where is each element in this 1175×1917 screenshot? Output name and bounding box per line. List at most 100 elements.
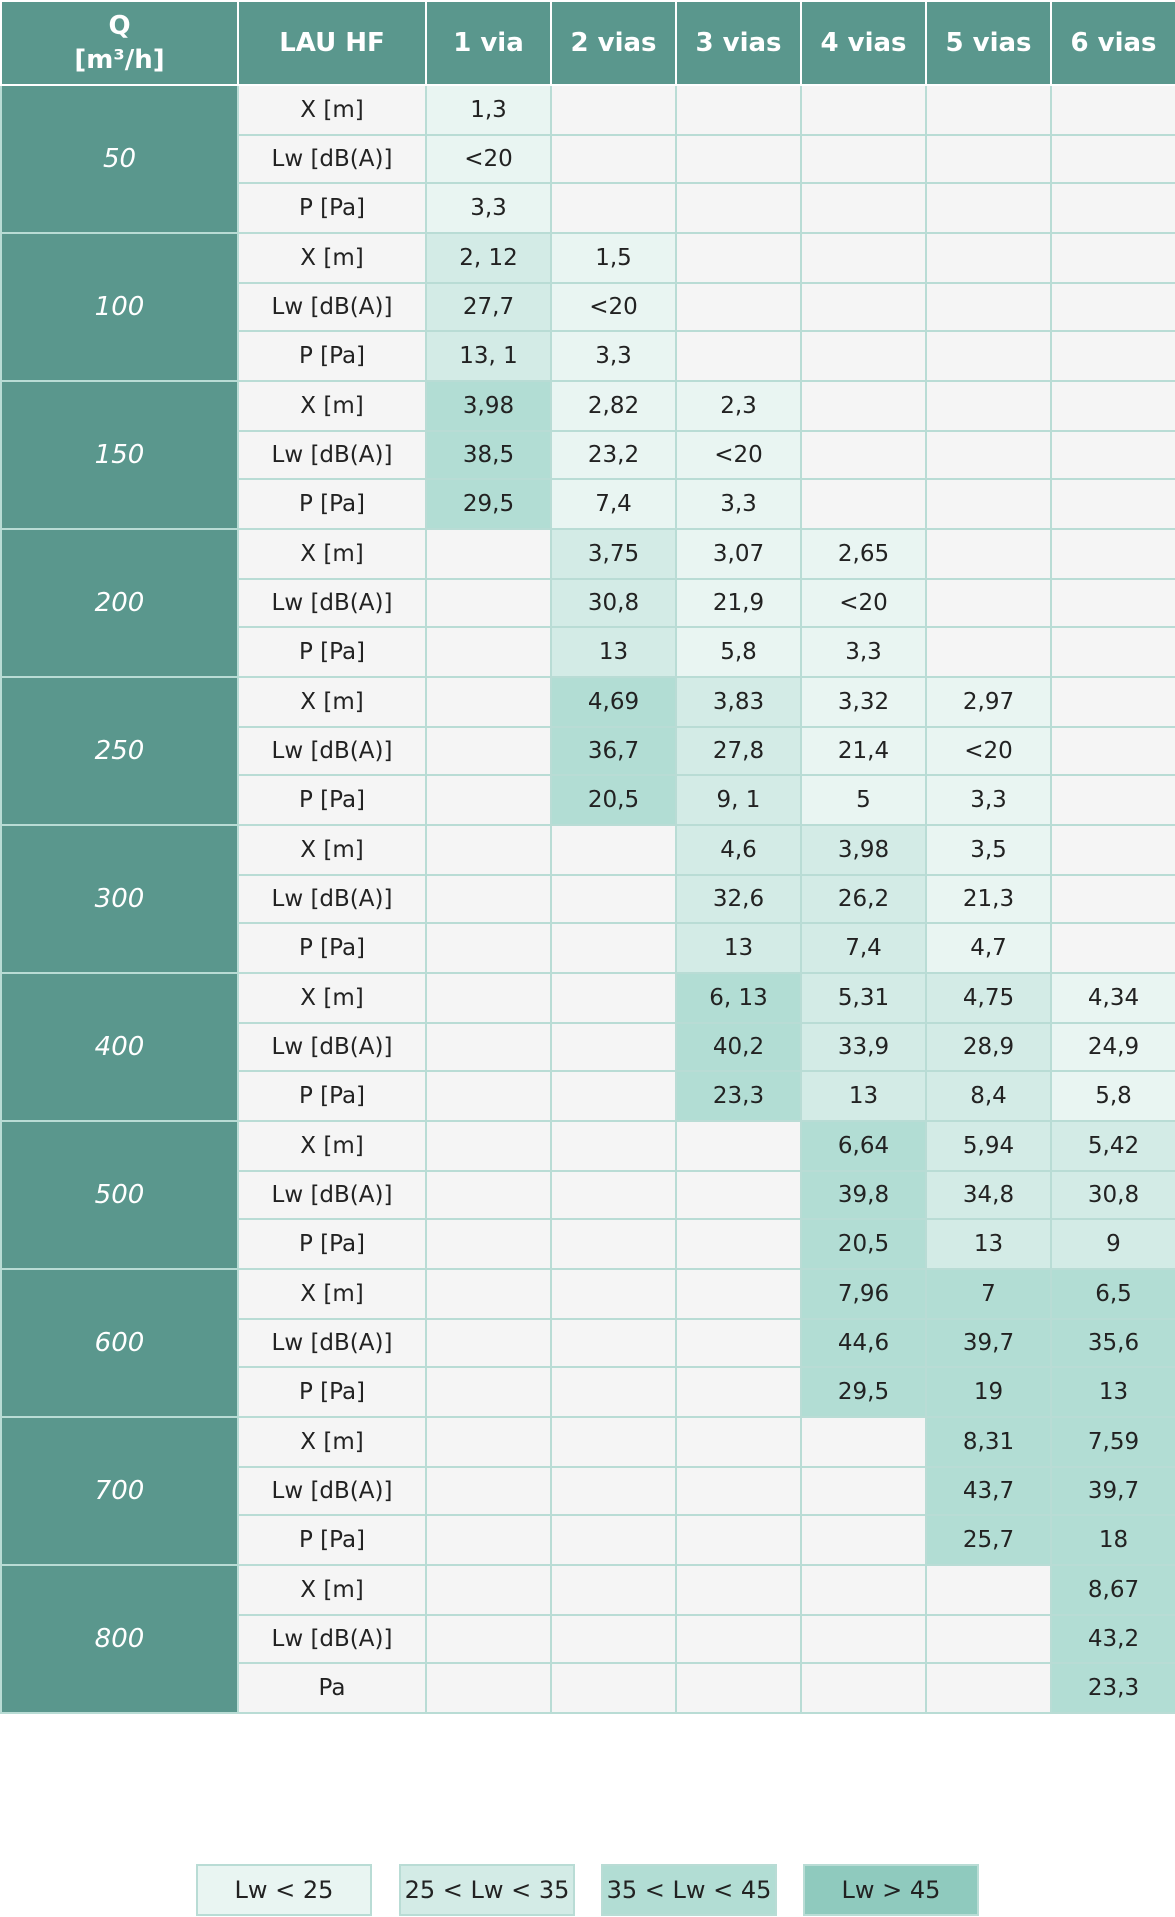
value-cell [550, 1070, 677, 1122]
parameter-label: P [Pa] [237, 1218, 427, 1270]
value-cell [675, 330, 802, 382]
value-cell [675, 1614, 802, 1664]
table-row: Lw [dB(A)] 40,2 33,9 28,9 24,9 [1, 1022, 1175, 1072]
table-row: Lw [dB(A)] 43,7 39,7 [1, 1466, 1175, 1516]
parameter-label: P [Pa] [237, 922, 427, 974]
value-cell [925, 330, 1052, 382]
value-cell [675, 182, 802, 234]
value-cell: 3,32 [800, 676, 927, 728]
value-cell [425, 1120, 552, 1172]
value-cell [925, 182, 1052, 234]
value-cell: 29,5 [425, 478, 552, 530]
value-cell [425, 578, 552, 628]
value-cell: 21,4 [800, 726, 927, 776]
value-cell [1050, 380, 1175, 432]
value-cell: 4,6 [675, 824, 802, 876]
value-cell [550, 824, 677, 876]
table-row: 600 X [m] 7,96 7 6,5 [0, 1268, 1175, 1418]
parameter-label: P [Pa] [237, 478, 427, 530]
value-cell: 40,2 [675, 1022, 802, 1072]
value-cell: 4,75 [925, 972, 1052, 1024]
parameter-label: X [m] [237, 1120, 427, 1172]
value-cell [675, 1514, 802, 1566]
table-row: Pa 23,3 [1, 1662, 1175, 1714]
value-cell: 5 [800, 774, 927, 826]
value-cell [1050, 528, 1175, 580]
table-row: P [Pa] 20,5 13 9 [1, 1218, 1175, 1270]
value-cell [550, 182, 677, 234]
value-cell: 4,69 [550, 676, 677, 728]
value-cell: 3,3 [800, 626, 927, 678]
value-cell: 36,7 [550, 726, 677, 776]
value-cell [425, 676, 552, 728]
value-cell: 3,3 [925, 774, 1052, 826]
value-cell: 4,7 [925, 922, 1052, 974]
value-cell [1050, 824, 1175, 876]
value-cell [800, 1564, 927, 1616]
value-cell: 23,2 [550, 430, 677, 480]
value-cell: <20 [925, 726, 1052, 776]
value-cell [550, 1614, 677, 1664]
value-cell [925, 134, 1052, 184]
airflow-value: 250 [0, 676, 239, 826]
value-cell: 39,7 [925, 1318, 1052, 1368]
performance-sheet: Q [m³/h] LAU HF 1 via 2 vias 3 vias 4 vi… [0, 0, 1175, 1714]
value-cell [550, 134, 677, 184]
value-cell: 44,6 [800, 1318, 927, 1368]
value-cell: 35,6 [1050, 1318, 1175, 1368]
value-cell [925, 478, 1052, 530]
table-row: P [Pa] 23,3 13 8,4 5,8 [1, 1070, 1175, 1122]
legend-item-lw-35-45: 35 < Lw < 45 [601, 1864, 777, 1916]
value-cell: 30,8 [550, 578, 677, 628]
value-cell [425, 1070, 552, 1122]
value-cell [550, 874, 677, 924]
value-cell [675, 282, 802, 332]
value-cell: 5,8 [1050, 1070, 1175, 1122]
value-cell [425, 1366, 552, 1418]
value-cell: 2,97 [925, 676, 1052, 728]
value-cell: 13 [925, 1218, 1052, 1270]
value-cell [425, 1416, 552, 1468]
value-cell: 18 [1050, 1514, 1175, 1566]
header-way-4: 4 vias [800, 0, 927, 86]
value-cell [1050, 282, 1175, 332]
value-cell: 13 [1050, 1366, 1175, 1418]
airflow-value: 100 [0, 232, 239, 382]
header-way-2: 2 vias [550, 0, 677, 86]
value-cell [1050, 726, 1175, 776]
table-row: Lw [dB(A)] 44,6 39,7 35,6 [1, 1318, 1175, 1368]
parameter-label: X [m] [237, 824, 427, 876]
header-row: Q [m³/h] LAU HF 1 via 2 vias 3 vias 4 vi… [0, 0, 1175, 86]
value-cell [675, 1318, 802, 1368]
value-cell [925, 528, 1052, 580]
value-cell: 39,8 [800, 1170, 927, 1220]
header-airflow-unit: [m³/h] [74, 45, 165, 75]
value-cell [550, 1662, 677, 1714]
value-cell: 6, 13 [675, 972, 802, 1024]
value-cell [425, 1564, 552, 1616]
value-cell [1050, 330, 1175, 382]
value-cell [800, 380, 927, 432]
value-cell [550, 1120, 677, 1172]
value-cell [675, 1564, 802, 1616]
table-row: Lw [dB(A)] 27,7 <20 [1, 282, 1175, 332]
value-cell [550, 1514, 677, 1566]
value-cell: 13 [550, 626, 677, 678]
value-cell [425, 1614, 552, 1664]
legend-item-lw-25-35: 25 < Lw < 35 [399, 1864, 575, 1916]
value-cell [675, 134, 802, 184]
value-cell: 8,4 [925, 1070, 1052, 1122]
value-cell [550, 1268, 677, 1320]
value-cell [425, 774, 552, 826]
table-row: Lw [dB(A)] <20 [1, 134, 1175, 184]
parameter-label: Lw [dB(A)] [237, 1614, 427, 1664]
value-cell: 3,3 [550, 330, 677, 382]
value-cell: 2, 12 [425, 232, 552, 284]
value-cell: 43,7 [925, 1466, 1052, 1516]
value-cell [1050, 232, 1175, 284]
value-cell [425, 972, 552, 1024]
value-cell [925, 380, 1052, 432]
value-cell: 8,67 [1050, 1564, 1175, 1616]
value-cell [800, 1662, 927, 1714]
value-cell [425, 824, 552, 876]
